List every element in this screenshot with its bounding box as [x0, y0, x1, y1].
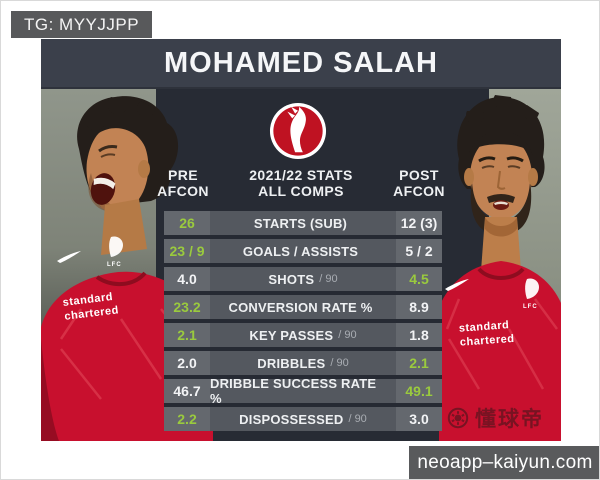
stat-row: 4.0 SHOTS / 90 4.5 — [164, 267, 442, 291]
football-logo-icon — [447, 407, 469, 429]
site-watermark-badge: neoapp–kaiyun.com — [409, 446, 599, 479]
tg-watermark-badge: TG: MYYJJPP — [11, 11, 153, 38]
per90-suffix: / 90 — [319, 273, 338, 285]
stat-row: 2.2 DISPOSSESSED / 90 3.0 — [164, 407, 442, 431]
stat-label: DRIBBLES — [257, 355, 326, 371]
post-value: 1.8 — [396, 323, 442, 347]
post-value: 5 / 2 — [396, 239, 442, 263]
jersey-sponsor-line2: chartered — [460, 333, 515, 349]
title-bar: MOHAMED SALAH — [41, 39, 561, 89]
stat-row: 2.0 DRIBBLES / 90 2.1 — [164, 351, 442, 375]
stat-label-cell: KEY PASSES / 90 — [210, 323, 396, 347]
stat-row: 2.1 KEY PASSES / 90 1.8 — [164, 323, 442, 347]
pre-value: 26 — [164, 211, 210, 235]
pre-value: 23 / 9 — [164, 239, 210, 263]
stat-row: 46.7 DRIBBLE SUCCESS RATE % 49.1 — [164, 376, 442, 406]
club-logo — [269, 102, 327, 160]
dongqiudi-watermark-text: 懂球帝 — [475, 408, 544, 431]
per90-suffix: / 90 — [348, 413, 367, 425]
post-value: 8.9 — [396, 295, 442, 319]
stats-table: 26 STARTS (SUB) 12 (3) 23 / 9 GOALS / AS… — [164, 211, 442, 431]
stat-label-cell: SHOTS / 90 — [210, 267, 396, 291]
post-value: 3.0 — [396, 407, 442, 431]
bird-logo-icon — [269, 102, 327, 160]
pre-value: 23.2 — [164, 295, 210, 319]
photo-salah-post-afcon: LFC standard chartered — [439, 89, 561, 441]
stat-row: 26 STARTS (SUB) 12 (3) — [164, 211, 442, 235]
pre-value: 4.0 — [164, 267, 210, 291]
stat-label: GOALS / ASSISTS — [242, 243, 359, 259]
stats-card: MOHAMED SALAH — [41, 39, 561, 441]
stat-label-cell: DRIBBLE SUCCESS RATE % — [210, 376, 396, 406]
stat-label: CONVERSION RATE % — [228, 299, 373, 315]
player-figure-dejected: LFC standard chartered — [439, 95, 561, 441]
stat-label-cell: STARTS (SUB) — [210, 211, 396, 235]
stat-label: STARTS (SUB) — [253, 215, 348, 231]
stat-row: 23 / 9 GOALS / ASSISTS 5 / 2 — [164, 239, 442, 263]
column-header-pre-afcon: PRE AFCON — [123, 167, 243, 199]
pre-value: 2.2 — [164, 407, 210, 431]
jersey-sponsor-line1: standard — [459, 319, 510, 334]
post-header-line1: POST — [399, 167, 439, 183]
post-value: 4.5 — [396, 267, 442, 291]
column-header-season: 2021/22 STATS ALL COMPS — [241, 167, 361, 199]
per90-suffix: / 90 — [338, 329, 357, 341]
season-header-line1: 2021/22 STATS — [249, 167, 353, 183]
stat-label: DISPOSSESSED — [239, 411, 344, 427]
dongqiudi-watermark: 懂球帝 — [447, 403, 544, 433]
stat-label: KEY PASSES — [249, 327, 334, 343]
post-header-line2: AFCON — [393, 182, 445, 199]
crest-text: LFC — [107, 262, 122, 268]
stat-row: 23.2 CONVERSION RATE % 8.9 — [164, 295, 442, 319]
column-header-post-afcon: POST AFCON — [359, 167, 479, 199]
card-body: LFC standard chartered — [41, 89, 561, 441]
post-value: 12 (3) — [396, 211, 442, 235]
stat-label-cell: GOALS / ASSISTS — [210, 239, 396, 263]
crest-text: LFC — [523, 304, 538, 310]
post-value: 2.1 — [396, 351, 442, 375]
stat-label-cell: DRIBBLES / 90 — [210, 351, 396, 375]
season-header-line2: ALL COMPS — [258, 182, 344, 199]
pre-header-line2: AFCON — [157, 182, 209, 199]
per90-suffix: / 90 — [330, 357, 349, 369]
page-title: MOHAMED SALAH — [164, 46, 438, 79]
stat-label-cell: DISPOSSESSED / 90 — [210, 407, 396, 431]
stat-label: DRIBBLE SUCCESS RATE % — [210, 376, 377, 406]
stat-label-cell: CONVERSION RATE % — [210, 295, 396, 319]
stat-label: SHOTS — [268, 271, 315, 287]
pre-value: 2.1 — [164, 323, 210, 347]
pre-header-line1: PRE — [168, 167, 198, 183]
pre-value: 46.7 — [164, 379, 210, 403]
post-value: 49.1 — [396, 379, 442, 403]
pre-value: 2.0 — [164, 351, 210, 375]
